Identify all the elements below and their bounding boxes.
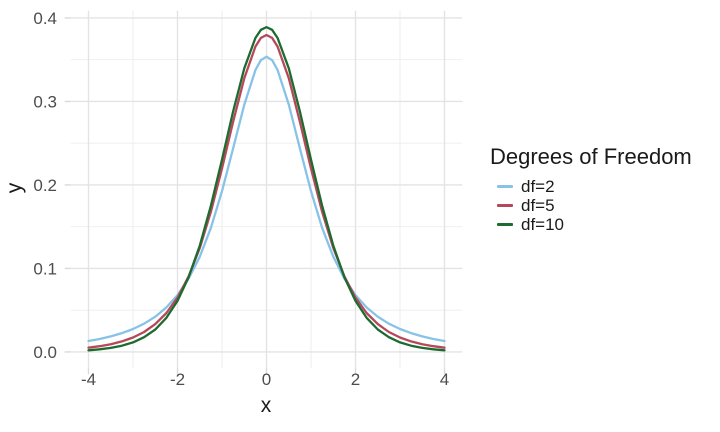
x-tick-label: 0	[262, 370, 271, 389]
legend-key-line-df10	[497, 223, 513, 226]
x-tick-label: -4	[81, 370, 96, 389]
y-tick-labels: 0.0 0.1 0.2 0.3 0.4	[33, 9, 57, 362]
legend-item-df5: df=5	[490, 196, 692, 215]
y-tick-label: 0.2	[33, 176, 57, 195]
legend-items: df=2 df=5 df=10	[490, 177, 692, 234]
y-tick-label: 0.3	[33, 93, 57, 112]
axis-ticks	[64, 17, 446, 375]
x-tick-label: -2	[170, 370, 185, 389]
y-tick-label: 0.4	[33, 9, 57, 28]
density-curves	[87, 25, 446, 352]
legend-item-label: df=2	[521, 177, 555, 196]
legend-key-line-df2	[497, 185, 513, 188]
x-tick-label: 2	[351, 370, 360, 389]
curve-df=2	[87, 55, 446, 343]
y-tick-label: 0.1	[33, 259, 57, 278]
legend-item-label: df=5	[521, 196, 555, 215]
y-tick-label: 0.0	[33, 343, 57, 362]
y-axis-title: y	[3, 182, 26, 194]
major-gridlines	[70, 10, 463, 369]
legend: Degrees of Freedom df=2 df=5 df=10	[490, 144, 692, 234]
x-tick-label: 4	[440, 370, 449, 389]
legend-item-df2: df=2	[490, 177, 692, 196]
legend-item-label: df=10	[521, 215, 565, 234]
x-tick-labels: -4 -2 0 2 4	[81, 370, 449, 389]
legend-item-df10: df=10	[490, 215, 692, 234]
legend-title: Degrees of Freedom	[490, 144, 692, 169]
curve-df=5	[87, 33, 446, 349]
x-axis-title: x	[260, 394, 272, 417]
legend-key-line-df5	[497, 204, 513, 207]
curve-df=10	[87, 25, 446, 352]
